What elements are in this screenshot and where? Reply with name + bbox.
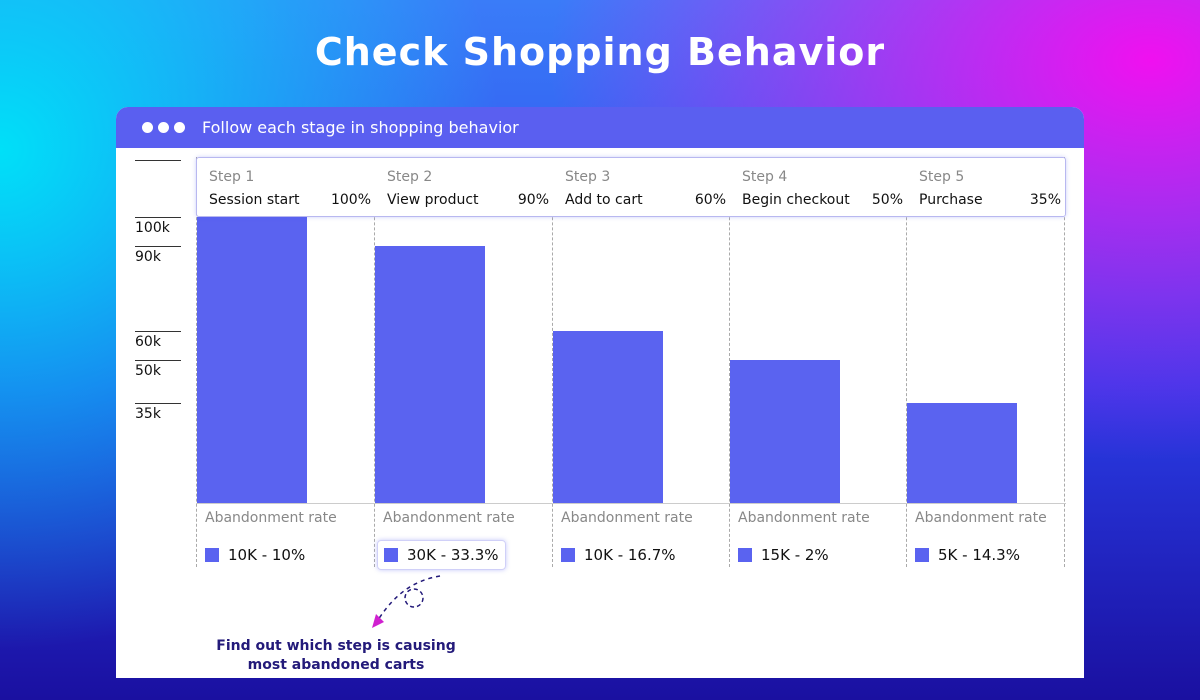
step-number: Step 4	[742, 169, 788, 185]
y-axis-tick	[135, 331, 181, 333]
step-label: Session start	[209, 192, 300, 208]
abandonment-label: Abandonment rate	[561, 510, 693, 526]
chart-window: Follow each stage in shopping behavior 1…	[116, 107, 1084, 678]
abandonment-value: 5K - 14.3%	[909, 540, 1026, 570]
column-divider	[1064, 157, 1065, 567]
dashed-arrow-icon	[372, 575, 441, 628]
column-divider	[196, 157, 197, 567]
step-1: Step 1 Session start 100%	[197, 158, 375, 216]
abandonment-label: Abandonment rate	[738, 510, 870, 526]
legend-square-icon	[738, 548, 752, 562]
step-label: Begin checkout	[742, 192, 850, 208]
bar-1[interactable]	[197, 217, 307, 503]
step-5: Step 5 Purchase 35%	[907, 158, 1065, 216]
step-number: Step 1	[209, 169, 255, 185]
window-dot-icon	[158, 122, 169, 133]
legend-square-icon	[205, 548, 219, 562]
step-percent: 100%	[330, 192, 371, 208]
step-label: Purchase	[919, 192, 983, 208]
y-axis-tick-label: 100k	[135, 220, 170, 236]
y-axis-tick	[135, 217, 181, 218]
step-percent: 35%	[1029, 192, 1061, 208]
abandonment-text: 5K - 14.3%	[938, 546, 1020, 564]
y-axis-tick	[135, 402, 181, 404]
column-divider	[729, 157, 730, 567]
column-divider	[552, 157, 553, 567]
bar-5[interactable]	[907, 402, 1017, 503]
y-axis-tick	[135, 360, 181, 361]
step-percent: 60%	[694, 192, 726, 208]
bar-4[interactable]	[730, 360, 840, 503]
abandonment-label: Abandonment rate	[915, 510, 1047, 526]
window-dot-icon	[174, 122, 185, 133]
legend-square-icon	[384, 548, 398, 562]
step-3: Step 3 Add to cart 60%	[553, 158, 730, 216]
y-axis-tick	[135, 245, 181, 247]
y-axis-tick-label: 60k	[135, 334, 161, 351]
abandonment-value: 10K - 16.7%	[555, 540, 682, 570]
abandonment-text: 10K - 10%	[228, 546, 306, 564]
page-title: Check Shopping Behavior	[314, 30, 886, 74]
abandonment-label: Abandonment rate	[383, 510, 515, 526]
window-dot-icon	[142, 122, 153, 133]
step-4: Step 4 Begin checkout 50%	[730, 158, 907, 216]
x-axis-baseline	[196, 503, 1066, 504]
step-number: Step 5	[919, 169, 965, 185]
y-axis-tick-label: 90k	[135, 248, 161, 265]
y-axis-tick	[135, 160, 181, 161]
step-number: Step 2	[387, 169, 433, 185]
legend-square-icon	[915, 548, 929, 562]
column-divider	[906, 157, 907, 567]
abandonment-value: 10K - 10%	[199, 540, 311, 570]
note-line: Find out which step is causing	[216, 638, 456, 654]
column-divider	[374, 157, 375, 567]
abandonment-label: Abandonment rate	[205, 510, 337, 526]
y-axis-tick-label: 50k	[135, 363, 161, 379]
bar-3[interactable]	[553, 331, 663, 503]
bar-2[interactable]	[375, 245, 485, 503]
step-label: View product	[387, 192, 479, 208]
abandonment-text: 10K - 16.7%	[584, 546, 676, 564]
step-number: Step 3	[565, 169, 611, 185]
note-line: most abandoned carts	[247, 657, 425, 673]
step-label: Add to cart	[565, 192, 643, 208]
step-percent: 90%	[517, 192, 549, 208]
abandonment-text: 30K - 33.3%	[407, 546, 499, 564]
window-header: Follow each stage in shopping behavior	[116, 107, 1084, 148]
abandonment-value: 30K - 33.3%	[377, 540, 506, 570]
legend-square-icon	[561, 548, 575, 562]
step-percent: 50%	[871, 192, 903, 208]
annotation-note: Find out which step is causing most aban…	[206, 637, 466, 675]
abandonment-text: 15K - 2%	[761, 546, 829, 564]
window-title: Follow each stage in shopping behavior	[202, 118, 519, 137]
step-header-row: Step 1 Session start 100% Step 2 View produc…	[196, 157, 1066, 217]
abandonment-value: 15K - 2%	[732, 540, 835, 570]
y-axis-tick-label: 35k	[135, 405, 161, 422]
step-2: Step 2 View product 90%	[375, 158, 553, 216]
